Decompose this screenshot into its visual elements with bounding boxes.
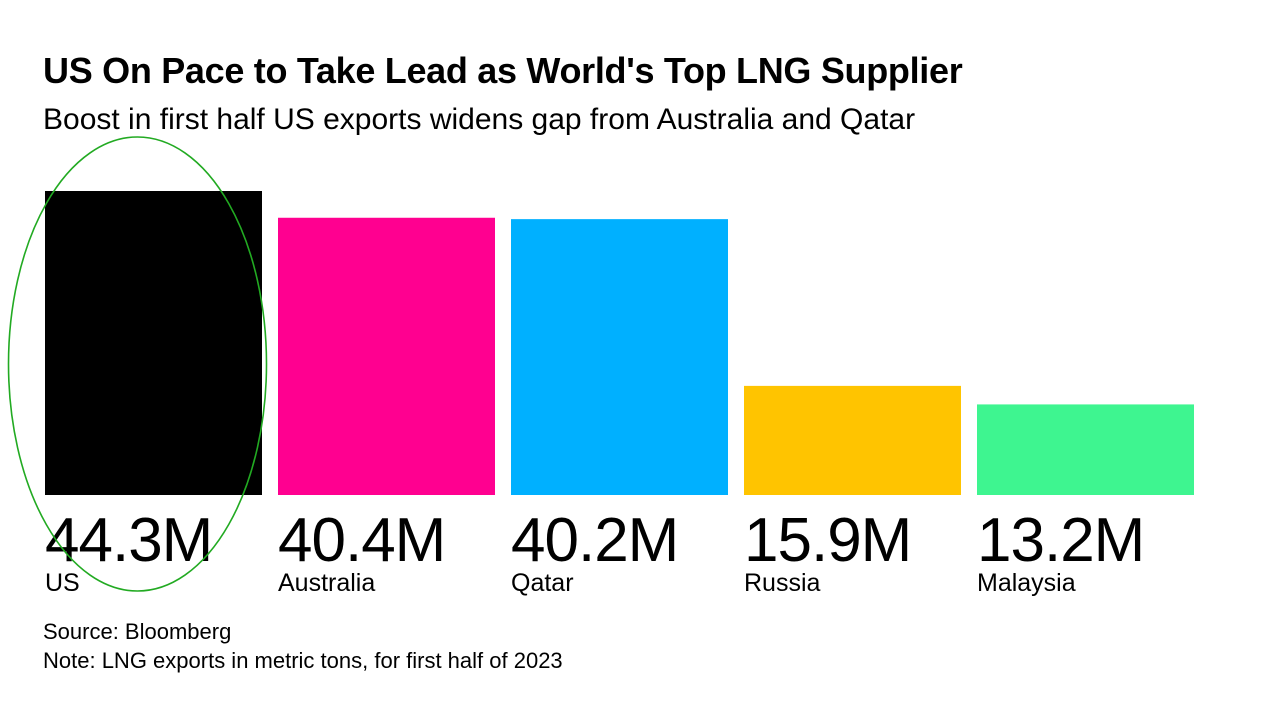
value-label-us: 44.3M <box>45 506 212 575</box>
source-note: Source: Bloomberg <box>43 619 232 644</box>
category-label-russia: Russia <box>744 569 821 597</box>
category-label-qatar: Qatar <box>511 569 574 597</box>
chart-title: US On Pace to Take Lead as World's Top L… <box>43 50 963 91</box>
bar-russia <box>744 385 961 495</box>
value-label-qatar: 40.2M <box>511 506 678 575</box>
value-label-malaysia: 13.2M <box>977 506 1144 575</box>
chart-footer: Source: Bloomberg Note: LNG exports in m… <box>43 617 563 675</box>
units-note: Note: LNG exports in metric tons, for fi… <box>43 648 563 673</box>
bar-qatar <box>511 219 728 495</box>
bar-us <box>45 191 262 495</box>
category-label-us: US <box>45 569 80 597</box>
value-label-russia: 15.9M <box>744 506 911 575</box>
bar-malaysia <box>977 404 1194 495</box>
value-label-australia: 40.4M <box>278 506 445 575</box>
highlight-ellipse <box>7 136 268 592</box>
chart-subtitle: Boost in first half US exports widens ga… <box>43 103 916 136</box>
category-label-australia: Australia <box>278 569 375 597</box>
category-label-malaysia: Malaysia <box>977 569 1076 597</box>
bar-australia <box>278 217 495 495</box>
